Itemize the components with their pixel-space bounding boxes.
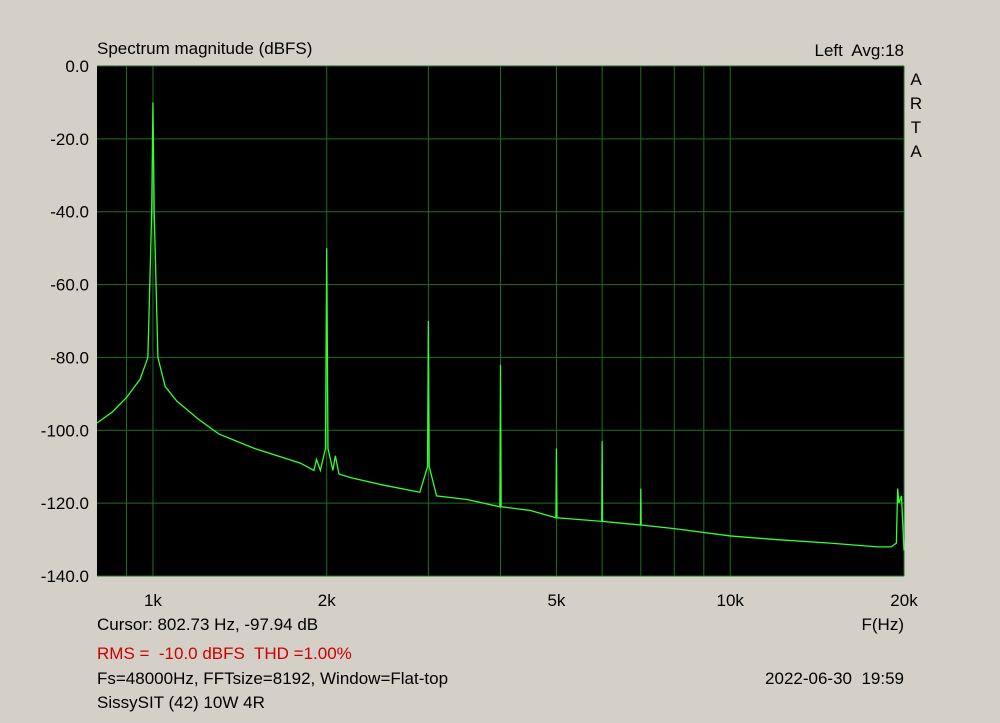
watermark: ARTA <box>907 70 926 166</box>
cursor-info: Cursor: 802.73 Hz, -97.94 dB <box>97 615 318 634</box>
timestamp: 2022-06-30 19:59 <box>765 669 904 688</box>
spectrum-line <box>96 102 905 551</box>
x-tick-label: 10k <box>717 591 745 610</box>
device: SissySIT (42) 10W 4R <box>97 693 265 712</box>
x-tick-label: 2k <box>318 591 336 610</box>
x-tick-label: 5k <box>547 591 565 610</box>
measurement: RMS = -10.0 dBFS THD =1.00% <box>97 644 352 663</box>
y-tick-label: 0.0 <box>65 57 89 76</box>
y-tick-label: -120.0 <box>41 494 89 513</box>
y-tick-label: -80.0 <box>50 348 89 367</box>
x-tick-label: 20k <box>890 591 918 610</box>
y-tick-label: -140.0 <box>41 567 89 586</box>
y-tick-label: -40.0 <box>50 203 89 222</box>
x-tick-label: 1k <box>144 591 162 610</box>
settings: Fs=48000Hz, FFTsize=8192, Window=Flat-to… <box>97 669 448 688</box>
x-axis-label: F(Hz) <box>862 615 904 634</box>
channel-info: Left Avg:18 <box>815 41 904 60</box>
y-tick-label: -100.0 <box>41 421 89 440</box>
chart-title: Spectrum magnitude (dBFS) <box>97 39 312 58</box>
y-tick-label: -20.0 <box>50 130 89 149</box>
y-tick-label: -60.0 <box>50 276 89 295</box>
